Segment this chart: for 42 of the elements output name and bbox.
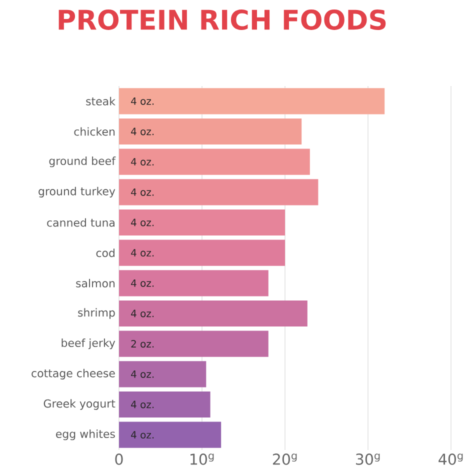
bar [119,330,268,357]
bar [119,300,308,327]
bar [119,88,385,114]
annotation: 4 oz. [131,400,154,408]
annotation: 4 oz. [131,431,154,439]
bar [119,391,210,418]
bar [119,209,285,236]
y-tick-label: canned tuna [47,218,114,227]
y-tick-label: cod [96,248,114,258]
annotation: 4 oz. [131,97,154,105]
annotation: 4 oz. [131,249,154,257]
x-tick-label: 40$^{g}$ [438,454,463,465]
y-tick-label: ground beef [49,156,116,168]
bar [119,361,206,388]
bar [119,422,222,448]
bar [119,118,302,145]
y-tick-label: salmon [76,278,115,288]
annotation: 4 oz. [131,279,154,287]
annotation: 4 oz. [131,218,154,226]
y-tick-label: steak [86,96,116,106]
y-tick-label: cottage cheese [32,368,115,380]
annotation: 4 oz. [131,188,154,196]
y-tick-label: chicken [74,127,115,136]
y-tick-label: egg whites [56,430,115,440]
y-tick-label: beef jerky [62,338,116,350]
x-tick-label: 10$^{g}$ [190,454,214,465]
annotation: 4 oz. [131,158,154,166]
annotation: 4 oz. [131,370,154,378]
bar [119,270,268,296]
y-tick-label: shrimp [78,308,115,319]
bar [119,240,285,266]
annotation: 4 oz. [131,128,154,136]
annotation: 2 oz. [131,340,154,348]
x-tick-label: 30$^{g}$ [356,454,380,465]
y-tick-label: Greek yogurt [44,399,116,410]
bar [119,148,310,175]
chart-title: PROTEIN RICH FOODS [58,10,386,30]
x-tick-label: 20$^{g}$ [272,454,297,465]
y-tick-label: ground turkey [38,186,116,198]
x-tick-label: 0 [115,454,123,465]
bar [119,179,318,206]
annotation: 4 oz. [131,310,154,318]
